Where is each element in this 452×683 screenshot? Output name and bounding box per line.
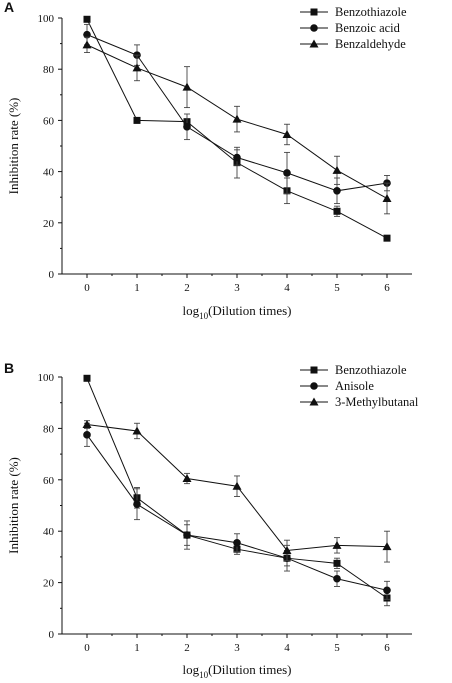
chart-b-legend-label: Anisole [335, 379, 374, 393]
chart-b-series-benzothiazole-point [83, 374, 91, 382]
chart-a-series-benzaldehyde-point [332, 165, 342, 174]
chart-b-series-3-methylbutanal-point [332, 540, 342, 549]
chart-a-legend-label: Benzaldehyde [335, 37, 406, 51]
chart-b-x-tick-label: 6 [384, 642, 390, 654]
chart-a-x-tick-label: 6 [384, 282, 390, 294]
chart-a-legend-marker [310, 8, 318, 16]
chart-b-series-benzothiazole-point [333, 559, 341, 567]
chart-a-series-benzaldehyde [82, 36, 392, 215]
chart-b-legend-marker [310, 366, 318, 374]
chart-a-x-axis-label: log10(Dilution times) [182, 303, 291, 321]
chart-b-x-axis-label: log10(Dilution times) [182, 662, 291, 680]
chart-b-series-anisole [83, 422, 391, 600]
chart-a-series-benzaldehyde-point [132, 63, 142, 72]
chart-b: B 0 20 40 60 80 100 0 1 2 3 4 5 6 log10(Dilution times… [4, 360, 419, 680]
chart-b-series-3-methylbutanal [82, 420, 392, 563]
chart-b-y-tick-label: 80 [43, 423, 55, 435]
chart-b-legend-label: Benzothiazole [335, 363, 407, 377]
chart-a-legend-label: Benzothiazole [335, 5, 407, 19]
chart-a-series-benzoic-acid-point [333, 187, 341, 195]
chart-b-series-3-methylbutanal-point [382, 542, 392, 551]
chart-b-series-anisole-point [83, 431, 91, 439]
chart-b-legend-entry: 3-Methylbutanal [300, 395, 419, 409]
chart-a-x-tick-label: 3 [234, 282, 240, 294]
chart-b-series-3-methylbutanal-point [282, 545, 292, 554]
chart-a-series-benzothiazole-point [383, 234, 391, 242]
chart-b-series-3-methylbutanal-point [232, 481, 242, 490]
chart-a-legend-entry: Benzaldehyde [300, 37, 406, 51]
chart-a-series-benzothiazole-point [83, 15, 91, 23]
chart-b-y-tick-label: 0 [49, 629, 55, 641]
chart-a-series-benzothiazole-point [333, 207, 341, 215]
chart-a-legend-marker [309, 39, 319, 48]
chart-b-legend-label: 3-Methylbutanal [335, 395, 419, 409]
chart-a-y-tick-label: 60 [43, 115, 55, 127]
chart-a-series-benzaldehyde-point [182, 82, 192, 91]
chart-b-series-anisole-point [333, 574, 341, 583]
chart-a-series-benzaldehyde-point [232, 114, 242, 123]
chart-b-y-tick-label: 100 [38, 372, 55, 384]
chart-b-series-anisole-point [233, 538, 241, 547]
chart-a-legend-entry: Benzothiazole [300, 5, 407, 19]
chart-b-legend-entry: Benzothiazole [300, 363, 407, 377]
chart-a-series-benzaldehyde-point [382, 193, 392, 202]
chart-b-y-tick-label: 40 [43, 526, 55, 538]
chart-a-series-benzoic-acid-point [183, 123, 191, 131]
chart-a-y-tick-label: 0 [49, 269, 55, 281]
chart-a-y-tick-label: 100 [38, 13, 55, 25]
chart-a-legend-entry: Benzoic acid [300, 21, 401, 35]
chart-b-x-tick-label: 5 [334, 642, 340, 654]
chart-a-series-benzothiazole-point [133, 116, 141, 124]
chart-a-series-benzoic-acid-point [283, 169, 291, 177]
chart-b-x-tick-label: 3 [234, 642, 240, 654]
chart-a-y-tick-label: 80 [43, 64, 55, 76]
chart-a-series-benzaldehyde-point [282, 129, 292, 138]
chart-a-x-tick-label: 1 [134, 282, 140, 294]
chart-a-y-tick-label: 40 [43, 167, 55, 179]
chart-b-series-3-methylbutanal-point [182, 474, 192, 483]
chart-b-series-anisole-point [133, 500, 141, 509]
chart-b-series-anisole-point [183, 531, 191, 539]
chart-b-panel-label: B [4, 360, 14, 376]
chart-b-legend-marker [309, 397, 319, 406]
chart-a-series-benzoic-acid-point [233, 153, 241, 162]
chart-a-series-benzaldehyde-point [82, 40, 92, 49]
chart-b-x-tick-label: 0 [84, 642, 90, 654]
chart-a-panel-label: A [4, 0, 14, 15]
chart-a-x-tick-label: 2 [184, 282, 190, 294]
chart-a-y-axis-label: Inhibition rate (%) [6, 98, 21, 195]
chart-a-series-benzoic-acid-point [83, 30, 91, 39]
chart-b-series-3-methylbutanal-point [82, 420, 92, 429]
chart-a: A 0 20 40 60 80 100 0 1 2 3 4 5 6 log10(Dilution times… [4, 0, 412, 321]
chart-a-x-tick-label: 0 [84, 282, 90, 294]
chart-a-x-tick-label: 4 [284, 282, 290, 294]
chart-a-legend-marker [310, 24, 318, 32]
chart-a-y-tick-label: 20 [43, 218, 55, 230]
chart-b-x-tick-label: 4 [284, 642, 290, 654]
chart-b-y-tick-label: 60 [43, 475, 55, 487]
chart-b-y-tick-label: 20 [43, 578, 55, 590]
chart-a-legend-label: Benzoic acid [335, 21, 401, 35]
chart-b-x-tick-label: 2 [184, 642, 190, 654]
chart-b-x-tick-label: 1 [134, 642, 140, 654]
chart-b-series-anisole-point [383, 586, 391, 595]
chart-b-legend-marker [310, 382, 318, 390]
chart-a-x-tick-label: 5 [334, 282, 340, 294]
chart-b-y-axis-label: Inhibition rate (%) [6, 457, 21, 554]
chart-b-series-3-methylbutanal-point [132, 426, 142, 435]
chart-b-legend-entry: Anisole [300, 379, 374, 393]
